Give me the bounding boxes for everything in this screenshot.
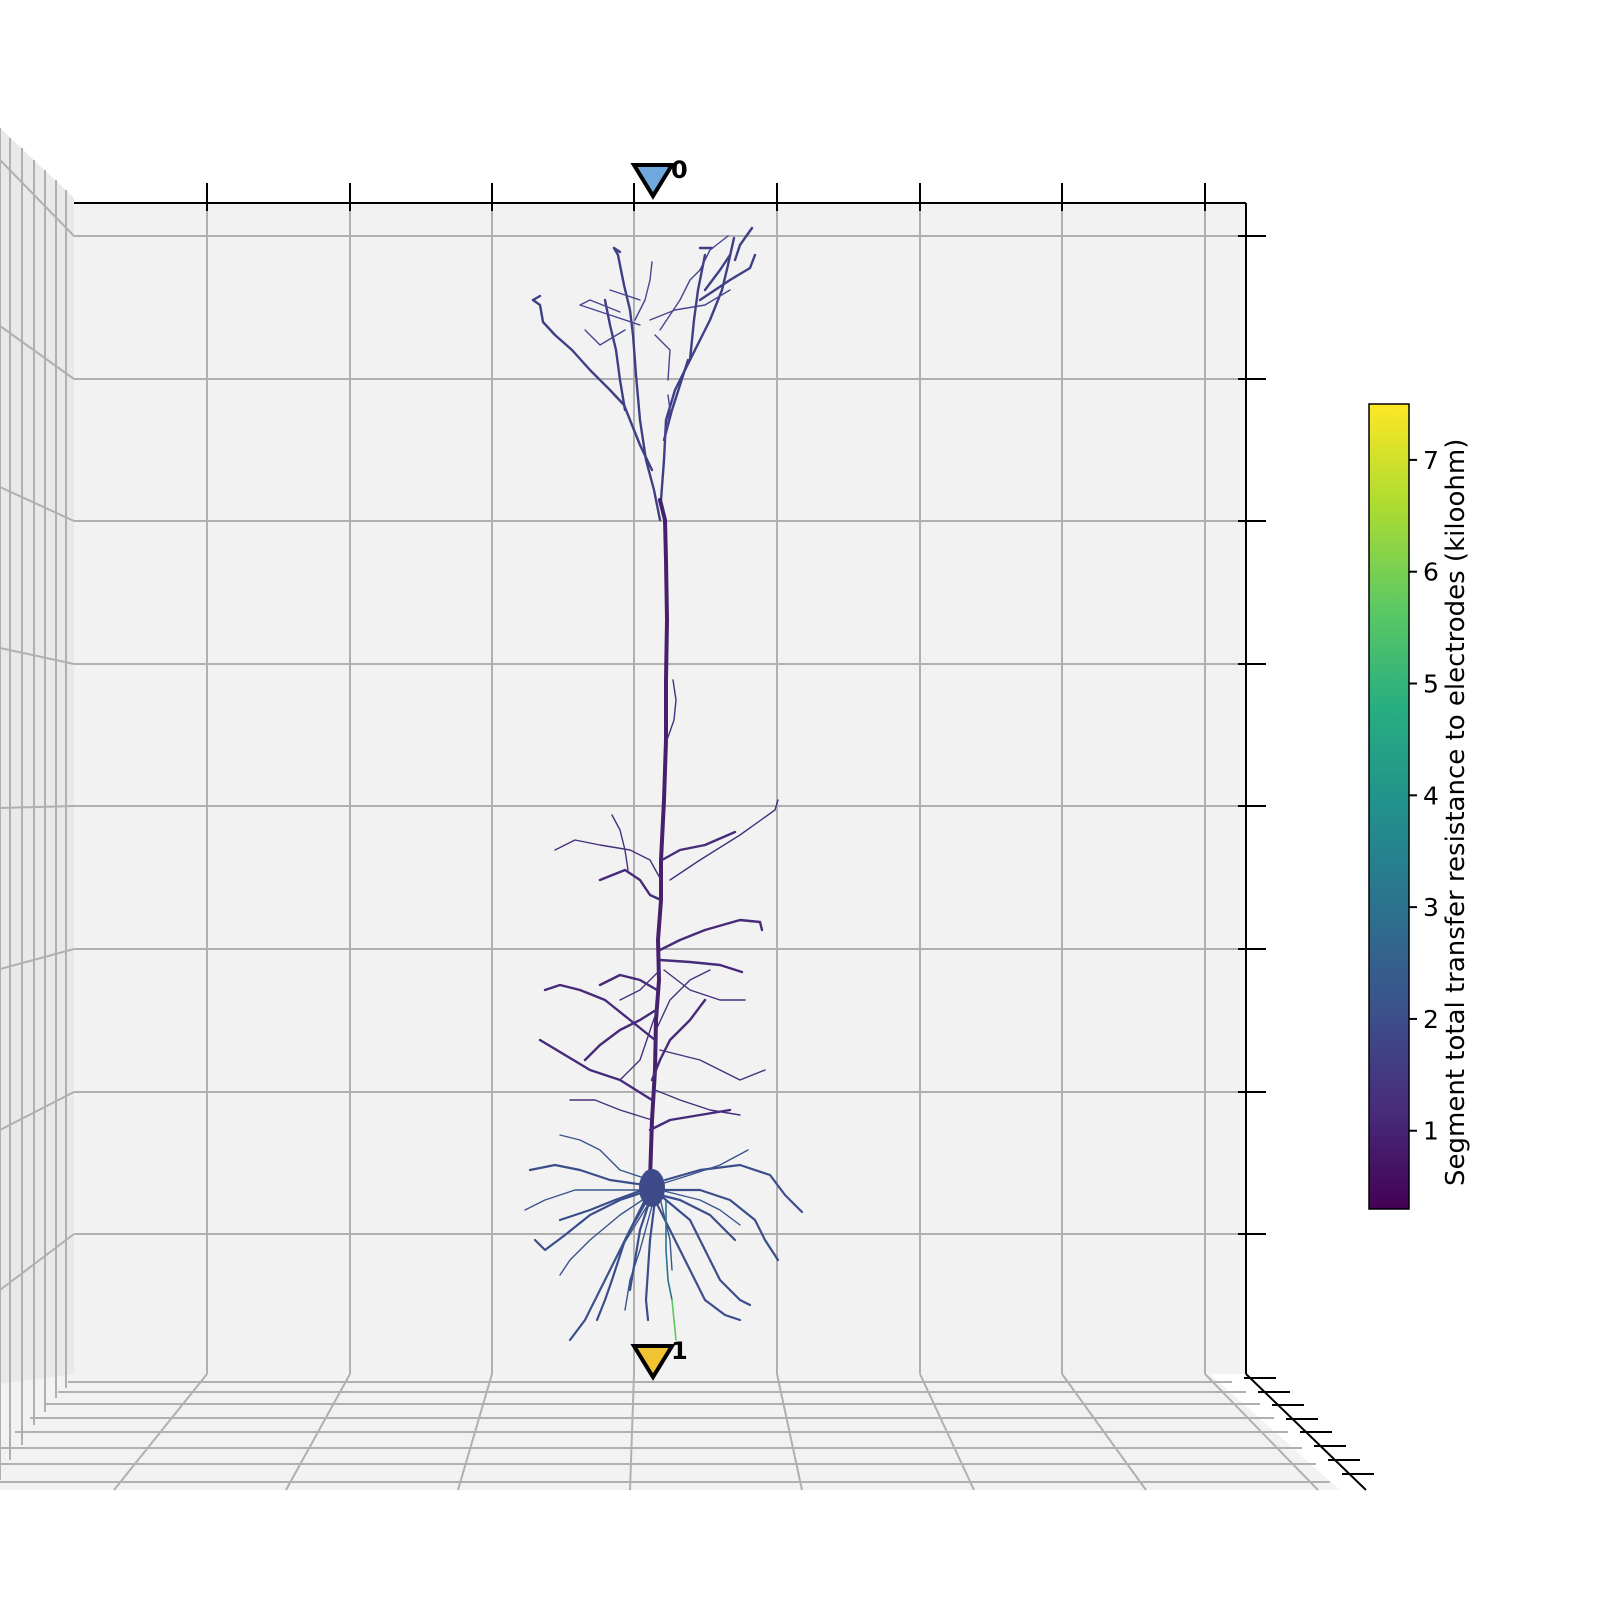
back-grid [74, 203, 1246, 1374]
y-axis-ticks [1244, 1377, 1374, 1475]
neuron-morphology [524, 226, 804, 1342]
apical-tuft [531, 226, 757, 522]
colorbar-tick-label: 3 [1423, 893, 1439, 922]
basal-dendrites-fine [524, 1134, 749, 1311]
colorbar [1368, 403, 1410, 1210]
oblique-dendrites [538, 830, 764, 1132]
axon-distal [671, 1299, 677, 1341]
colorbar-tick-label: 2 [1423, 1005, 1439, 1034]
electrode-0-marker: 0 [630, 156, 688, 200]
electrode-1-label: 1 [671, 1337, 688, 1365]
colorbar-ticks: 1 2 3 4 5 6 7 [1409, 446, 1439, 1146]
x-axis-ticks [206, 183, 1206, 211]
colorbar-tick-label: 6 [1423, 558, 1439, 587]
colorbar-tick-label: 1 [1423, 1117, 1439, 1146]
soma [639, 1169, 665, 1207]
side-grid [0, 128, 75, 1480]
z-axis-ticks [1238, 235, 1266, 1235]
colorbar-tick-label: 4 [1423, 781, 1439, 810]
electrode-1-marker: 1 [630, 1337, 688, 1381]
colorbar-label: Segment total transfer resistance to ele… [1441, 438, 1471, 1186]
electrode-0-label: 0 [671, 156, 688, 184]
side-pane [0, 128, 74, 1384]
colorbar-tick-label: 7 [1423, 446, 1439, 475]
axon-initial-segment [665, 1199, 673, 1301]
basal-dendrites [528, 1163, 804, 1342]
floor-grid [0, 1373, 1330, 1491]
colorbar-tick-label: 5 [1423, 670, 1439, 699]
apical-tuft-fine [579, 235, 731, 441]
oblique-dendrites-fine [554, 679, 779, 1121]
